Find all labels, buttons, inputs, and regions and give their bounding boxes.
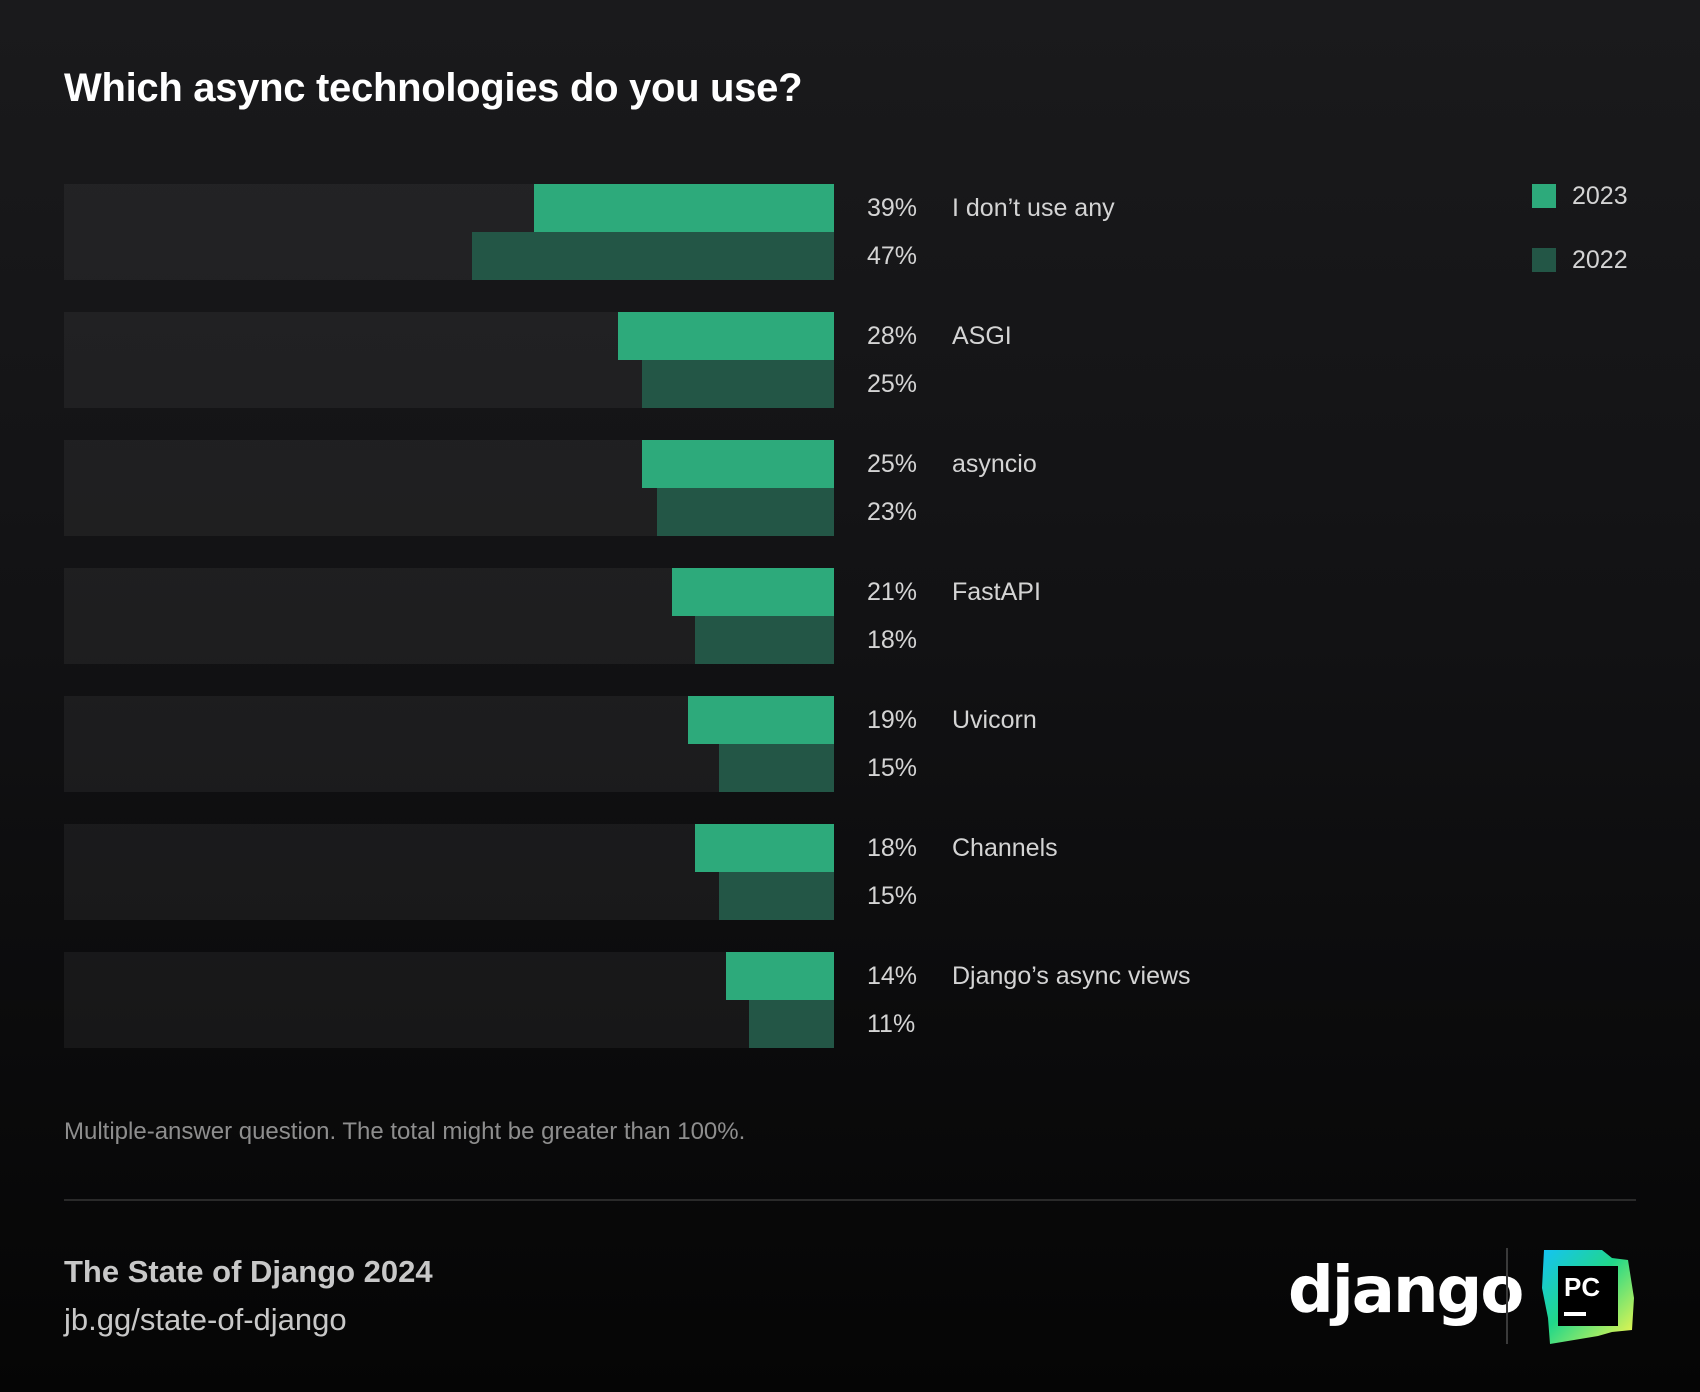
- chart-title: Which async technologies do you use?: [64, 66, 803, 110]
- django-logo: django: [1288, 1254, 1524, 1328]
- bar-chart: 39% 47% I don’t use any 28% 25% ASGI 25% 23% asy…: [64, 184, 1264, 1048]
- bar-track: [64, 312, 834, 408]
- bar-2022-asgi: [641, 360, 834, 408]
- category-label: ASGI: [952, 322, 1012, 350]
- footer-link[interactable]: jb.gg/state-of-django: [64, 1302, 347, 1337]
- bar-track: [64, 184, 834, 280]
- footnote: Multiple-answer question. The total migh…: [64, 1118, 746, 1145]
- bar-row-asyncio: 25% 23% asyncio: [64, 440, 1264, 536]
- category-label: Uvicorn: [952, 706, 1037, 734]
- footer-title: The State of Django 2024: [64, 1254, 433, 1289]
- value-label-2023: 19%: [867, 706, 918, 734]
- bar-track: [64, 440, 834, 536]
- category-label: FastAPI: [952, 578, 1041, 606]
- value-label-2023: 39%: [867, 194, 918, 222]
- value-label-2022: 25%: [867, 370, 918, 398]
- bar-2022-django-s-async-views: [749, 1000, 834, 1048]
- bar-2023-fastapi: [672, 568, 834, 616]
- bar-2022-asyncio: [656, 488, 834, 536]
- pycharm-logo-icon: PC: [1542, 1250, 1634, 1344]
- divider: [64, 1199, 1636, 1201]
- value-label-2023: 14%: [867, 962, 918, 990]
- value-label-2023: 21%: [867, 578, 918, 606]
- bar-2023-i-don-t-use-any: [533, 184, 834, 232]
- bar-row-django-s-async-views: 14% 11% Django’s async views: [64, 952, 1264, 1048]
- bar-2023-django-s-async-views: [726, 952, 834, 1000]
- bar-2023-uvicorn: [687, 696, 834, 744]
- value-label-2022: 23%: [867, 498, 918, 526]
- bar-2022-channels: [718, 872, 834, 920]
- legend-swatch-2022: [1532, 248, 1556, 272]
- category-label: Channels: [952, 834, 1058, 862]
- bar-2022-fastapi: [695, 616, 834, 664]
- pycharm-logo-text: PC: [1564, 1272, 1600, 1302]
- value-label-2022: 15%: [867, 882, 918, 910]
- bar-track: [64, 568, 834, 664]
- bar-2022-i-don-t-use-any: [472, 232, 834, 280]
- legend-label-2022: 2022: [1572, 246, 1628, 274]
- legend-swatch-2023: [1532, 184, 1556, 208]
- bar-track: [64, 824, 834, 920]
- bar-track: [64, 696, 834, 792]
- bar-2022-uvicorn: [718, 744, 834, 792]
- value-label-2022: 18%: [867, 626, 918, 654]
- bar-row-asgi: 28% 25% ASGI: [64, 312, 1264, 408]
- bar-row-i-don-t-use-any: 39% 47% I don’t use any: [64, 184, 1264, 280]
- value-label-2022: 15%: [867, 754, 918, 782]
- value-label-2023: 25%: [867, 450, 918, 478]
- category-label: Django’s async views: [952, 962, 1191, 990]
- category-label: asyncio: [952, 450, 1037, 478]
- value-label-2022: 47%: [867, 242, 918, 270]
- bar-2023-channels: [695, 824, 834, 872]
- legend-label-2023: 2023: [1572, 182, 1628, 210]
- value-label-2023: 18%: [867, 834, 918, 862]
- value-label-2023: 28%: [867, 322, 918, 350]
- bar-2023-asgi: [618, 312, 834, 360]
- bar-track: [64, 952, 834, 1048]
- bar-row-fastapi: 21% 18% FastAPI: [64, 568, 1264, 664]
- category-label: I don’t use any: [952, 194, 1115, 222]
- bar-2023-asyncio: [641, 440, 834, 488]
- bar-row-uvicorn: 19% 15% Uvicorn: [64, 696, 1264, 792]
- bar-row-channels: 18% 15% Channels: [64, 824, 1264, 920]
- logo-separator: [1506, 1248, 1508, 1344]
- value-label-2022: 11%: [867, 1010, 916, 1038]
